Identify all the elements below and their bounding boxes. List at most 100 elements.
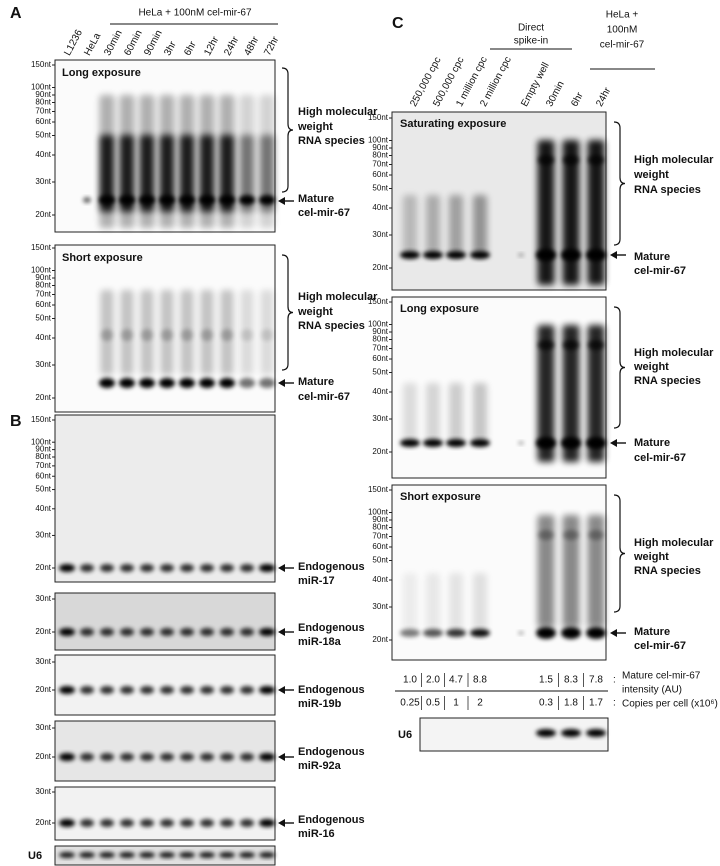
annotation: 100nM <box>607 25 638 36</box>
smear <box>180 135 194 212</box>
band <box>219 195 235 205</box>
lane-label: 72hr <box>262 34 281 57</box>
band <box>160 753 174 761</box>
band <box>518 631 524 635</box>
arrow-head <box>278 628 285 636</box>
smear <box>587 325 605 462</box>
band <box>586 627 606 639</box>
smear <box>426 195 440 255</box>
size-marker: 90nt <box>372 327 388 336</box>
table-cell: 1.5 <box>539 675 553 686</box>
smear <box>587 140 605 285</box>
band <box>180 628 194 636</box>
band <box>470 629 490 637</box>
size-marker: 70nt <box>35 461 51 470</box>
band <box>239 852 255 858</box>
table-cell: 4.7 <box>449 675 463 686</box>
size-marker: 20nt <box>372 447 388 456</box>
size-marker: 100nt <box>368 508 389 517</box>
separator: : <box>613 675 616 686</box>
band <box>563 155 579 165</box>
annotation: Endogenous <box>298 622 365 634</box>
band <box>200 564 214 572</box>
band <box>561 249 581 261</box>
band <box>259 852 275 858</box>
lane-label: 6hr <box>569 90 586 109</box>
lane-label: 24hr <box>222 34 241 57</box>
size-marker: 60nt <box>35 300 51 309</box>
annotation: Endogenous <box>298 814 365 826</box>
blot <box>54 720 276 782</box>
arrow-head <box>278 753 285 761</box>
size-marker: 70nt <box>35 107 51 116</box>
table-cell: 7.8 <box>589 675 603 686</box>
band <box>220 628 234 636</box>
size-marker: 60nt <box>372 542 388 551</box>
band <box>59 628 75 636</box>
band <box>80 686 94 694</box>
separator: : <box>613 698 616 709</box>
size-marker: 60nt <box>372 354 388 363</box>
band <box>423 439 443 447</box>
smear <box>426 383 440 443</box>
blot <box>54 414 276 583</box>
band <box>140 686 154 694</box>
size-marker: 30nt <box>35 531 51 540</box>
band <box>160 564 174 572</box>
band <box>80 753 94 761</box>
annotation: RNA species <box>634 565 701 577</box>
lane-label: 30min <box>544 79 567 108</box>
band <box>139 378 155 388</box>
blot <box>54 786 276 841</box>
annotation: weight <box>633 169 669 181</box>
bracket <box>281 67 294 193</box>
size-marker: 70nt <box>372 532 388 541</box>
size-marker: 60nt <box>372 170 388 179</box>
band <box>99 378 115 388</box>
annotation: High molecular <box>634 537 714 549</box>
annotation: intensity (AU) <box>622 685 682 696</box>
arrow-head <box>278 197 285 205</box>
smear <box>403 195 417 255</box>
band <box>201 329 213 341</box>
band <box>400 629 420 637</box>
table-cell: 1.8 <box>564 698 578 709</box>
band <box>261 329 273 341</box>
band <box>120 686 134 694</box>
blot-title: Short exposure <box>62 252 143 264</box>
smear <box>220 135 234 212</box>
band <box>220 819 234 827</box>
size-marker: 90nt <box>35 445 51 454</box>
band <box>518 441 524 445</box>
band <box>220 686 234 694</box>
band <box>159 195 175 205</box>
band <box>536 729 556 737</box>
smear <box>473 573 487 633</box>
band <box>423 629 443 637</box>
arrow-head <box>610 439 617 447</box>
annotation: miR-92a <box>298 760 342 772</box>
arrow-head <box>278 564 285 572</box>
size-marker: 150nt <box>31 243 52 252</box>
band <box>141 329 153 341</box>
table-cell: 1 <box>453 698 459 709</box>
smear <box>537 325 555 462</box>
size-marker: 50nt <box>372 368 388 377</box>
band <box>100 564 114 572</box>
band <box>518 253 524 257</box>
band <box>536 249 556 261</box>
size-marker: 90nt <box>372 143 388 152</box>
annotation: spike-in <box>514 36 548 47</box>
smear <box>562 140 580 285</box>
size-marker: 100nt <box>31 266 52 275</box>
blot <box>54 592 276 651</box>
size-marker: 30nt <box>372 230 388 239</box>
band <box>83 197 91 203</box>
annotation: RNA species <box>298 320 365 332</box>
band <box>119 195 135 205</box>
annotation: RNA species <box>634 375 701 387</box>
arrow-head <box>278 686 285 694</box>
band <box>180 686 194 694</box>
size-marker: 30nt <box>35 723 51 732</box>
group-header: HeLa + 100nM cel-mir-67 <box>138 8 252 19</box>
